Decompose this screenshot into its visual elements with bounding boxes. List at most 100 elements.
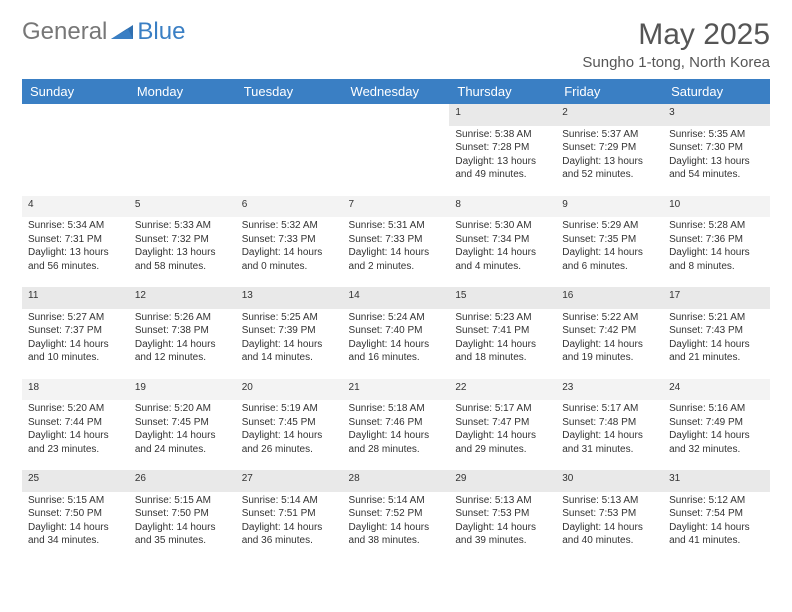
sunset-text: Sunset: 7:52 PM — [349, 507, 444, 521]
daylight-text: Daylight: 14 hours and 10 minutes. — [28, 338, 123, 365]
sunset-text: Sunset: 7:41 PM — [455, 324, 550, 338]
day-header: Tuesday — [236, 79, 343, 104]
sunset-text: Sunset: 7:38 PM — [135, 324, 230, 338]
sunrise-text: Sunrise: 5:15 AM — [28, 494, 123, 508]
day-detail-cell: Sunrise: 5:14 AMSunset: 7:52 PMDaylight:… — [343, 492, 450, 562]
calendar-table: SundayMondayTuesdayWednesdayThursdayFrid… — [22, 79, 770, 562]
day-header: Friday — [556, 79, 663, 104]
daylight-text: Daylight: 14 hours and 31 minutes. — [562, 429, 657, 456]
sunrise-text: Sunrise: 5:27 AM — [28, 311, 123, 325]
daylight-text: Daylight: 14 hours and 29 minutes. — [455, 429, 550, 456]
sunrise-text: Sunrise: 5:21 AM — [669, 311, 764, 325]
day-header: Monday — [129, 79, 236, 104]
day-number-cell: 26 — [129, 470, 236, 492]
sunset-text: Sunset: 7:53 PM — [562, 507, 657, 521]
sunrise-text: Sunrise: 5:12 AM — [669, 494, 764, 508]
day-number-cell: 19 — [129, 379, 236, 401]
day-number-row: 11121314151617 — [22, 287, 770, 309]
day-number-cell — [343, 104, 450, 126]
day-detail-cell: Sunrise: 5:19 AMSunset: 7:45 PMDaylight:… — [236, 400, 343, 470]
day-number-row: 45678910 — [22, 196, 770, 218]
sunset-text: Sunset: 7:51 PM — [242, 507, 337, 521]
day-detail-cell: Sunrise: 5:13 AMSunset: 7:53 PMDaylight:… — [449, 492, 556, 562]
daylight-text: Daylight: 14 hours and 41 minutes. — [669, 521, 764, 548]
sunrise-text: Sunrise: 5:16 AM — [669, 402, 764, 416]
day-number-cell: 2 — [556, 104, 663, 126]
sunrise-text: Sunrise: 5:17 AM — [455, 402, 550, 416]
sunrise-text: Sunrise: 5:14 AM — [242, 494, 337, 508]
sunrise-text: Sunrise: 5:19 AM — [242, 402, 337, 416]
day-detail-cell: Sunrise: 5:33 AMSunset: 7:32 PMDaylight:… — [129, 217, 236, 287]
day-detail-cell: Sunrise: 5:17 AMSunset: 7:48 PMDaylight:… — [556, 400, 663, 470]
day-detail-cell: Sunrise: 5:31 AMSunset: 7:33 PMDaylight:… — [343, 217, 450, 287]
sunset-text: Sunset: 7:45 PM — [135, 416, 230, 430]
day-number-cell: 1 — [449, 104, 556, 126]
daylight-text: Daylight: 14 hours and 18 minutes. — [455, 338, 550, 365]
daylight-text: Daylight: 14 hours and 38 minutes. — [349, 521, 444, 548]
day-detail-cell: Sunrise: 5:26 AMSunset: 7:38 PMDaylight:… — [129, 309, 236, 379]
day-number-cell — [22, 104, 129, 126]
day-number-cell: 20 — [236, 379, 343, 401]
day-number-cell: 14 — [343, 287, 450, 309]
sunset-text: Sunset: 7:43 PM — [669, 324, 764, 338]
calendar-body: 123 Sunrise: 5:38 AMSunset: 7:28 PMDayli… — [22, 104, 770, 562]
daylight-text: Daylight: 14 hours and 19 minutes. — [562, 338, 657, 365]
day-number-cell — [129, 104, 236, 126]
sunrise-text: Sunrise: 5:14 AM — [349, 494, 444, 508]
daylight-text: Daylight: 14 hours and 34 minutes. — [28, 521, 123, 548]
day-number-cell: 30 — [556, 470, 663, 492]
day-detail-cell: Sunrise: 5:27 AMSunset: 7:37 PMDaylight:… — [22, 309, 129, 379]
sunrise-text: Sunrise: 5:20 AM — [135, 402, 230, 416]
daylight-text: Daylight: 13 hours and 49 minutes. — [455, 155, 550, 182]
day-detail-cell — [129, 126, 236, 196]
day-detail-cell — [343, 126, 450, 196]
sunset-text: Sunset: 7:29 PM — [562, 141, 657, 155]
day-detail-row: Sunrise: 5:34 AMSunset: 7:31 PMDaylight:… — [22, 217, 770, 287]
day-detail-cell: Sunrise: 5:20 AMSunset: 7:45 PMDaylight:… — [129, 400, 236, 470]
day-detail-cell: Sunrise: 5:38 AMSunset: 7:28 PMDaylight:… — [449, 126, 556, 196]
day-number-cell: 27 — [236, 470, 343, 492]
sunrise-text: Sunrise: 5:26 AM — [135, 311, 230, 325]
day-number-cell: 22 — [449, 379, 556, 401]
day-detail-cell: Sunrise: 5:16 AMSunset: 7:49 PMDaylight:… — [663, 400, 770, 470]
calendar-head: SundayMondayTuesdayWednesdayThursdayFrid… — [22, 79, 770, 104]
sunset-text: Sunset: 7:35 PM — [562, 233, 657, 247]
day-header: Wednesday — [343, 79, 450, 104]
day-number-cell: 29 — [449, 470, 556, 492]
sunrise-text: Sunrise: 5:23 AM — [455, 311, 550, 325]
day-detail-cell: Sunrise: 5:24 AMSunset: 7:40 PMDaylight:… — [343, 309, 450, 379]
sunset-text: Sunset: 7:37 PM — [28, 324, 123, 338]
day-detail-cell: Sunrise: 5:23 AMSunset: 7:41 PMDaylight:… — [449, 309, 556, 379]
daylight-text: Daylight: 14 hours and 28 minutes. — [349, 429, 444, 456]
sunset-text: Sunset: 7:31 PM — [28, 233, 123, 247]
logo: General Blue — [22, 18, 185, 46]
sunset-text: Sunset: 7:47 PM — [455, 416, 550, 430]
sunset-text: Sunset: 7:45 PM — [242, 416, 337, 430]
day-detail-cell: Sunrise: 5:18 AMSunset: 7:46 PMDaylight:… — [343, 400, 450, 470]
daylight-text: Daylight: 14 hours and 36 minutes. — [242, 521, 337, 548]
daylight-text: Daylight: 13 hours and 56 minutes. — [28, 246, 123, 273]
day-number-row: 123 — [22, 104, 770, 126]
day-number-cell: 17 — [663, 287, 770, 309]
day-number-cell: 7 — [343, 196, 450, 218]
daylight-text: Daylight: 14 hours and 2 minutes. — [349, 246, 444, 273]
day-number-cell: 9 — [556, 196, 663, 218]
daylight-text: Daylight: 14 hours and 26 minutes. — [242, 429, 337, 456]
day-number-cell: 5 — [129, 196, 236, 218]
day-detail-cell: Sunrise: 5:34 AMSunset: 7:31 PMDaylight:… — [22, 217, 129, 287]
day-number-cell: 12 — [129, 287, 236, 309]
day-detail-row: Sunrise: 5:15 AMSunset: 7:50 PMDaylight:… — [22, 492, 770, 562]
day-number-cell: 11 — [22, 287, 129, 309]
sunrise-text: Sunrise: 5:34 AM — [28, 219, 123, 233]
sunrise-text: Sunrise: 5:25 AM — [242, 311, 337, 325]
daylight-text: Daylight: 14 hours and 40 minutes. — [562, 521, 657, 548]
daylight-text: Daylight: 14 hours and 23 minutes. — [28, 429, 123, 456]
day-detail-cell — [22, 126, 129, 196]
day-detail-cell: Sunrise: 5:21 AMSunset: 7:43 PMDaylight:… — [663, 309, 770, 379]
sunrise-text: Sunrise: 5:30 AM — [455, 219, 550, 233]
sunset-text: Sunset: 7:49 PM — [669, 416, 764, 430]
daylight-text: Daylight: 14 hours and 4 minutes. — [455, 246, 550, 273]
day-detail-cell: Sunrise: 5:32 AMSunset: 7:33 PMDaylight:… — [236, 217, 343, 287]
day-number-cell: 18 — [22, 379, 129, 401]
day-detail-cell: Sunrise: 5:15 AMSunset: 7:50 PMDaylight:… — [22, 492, 129, 562]
